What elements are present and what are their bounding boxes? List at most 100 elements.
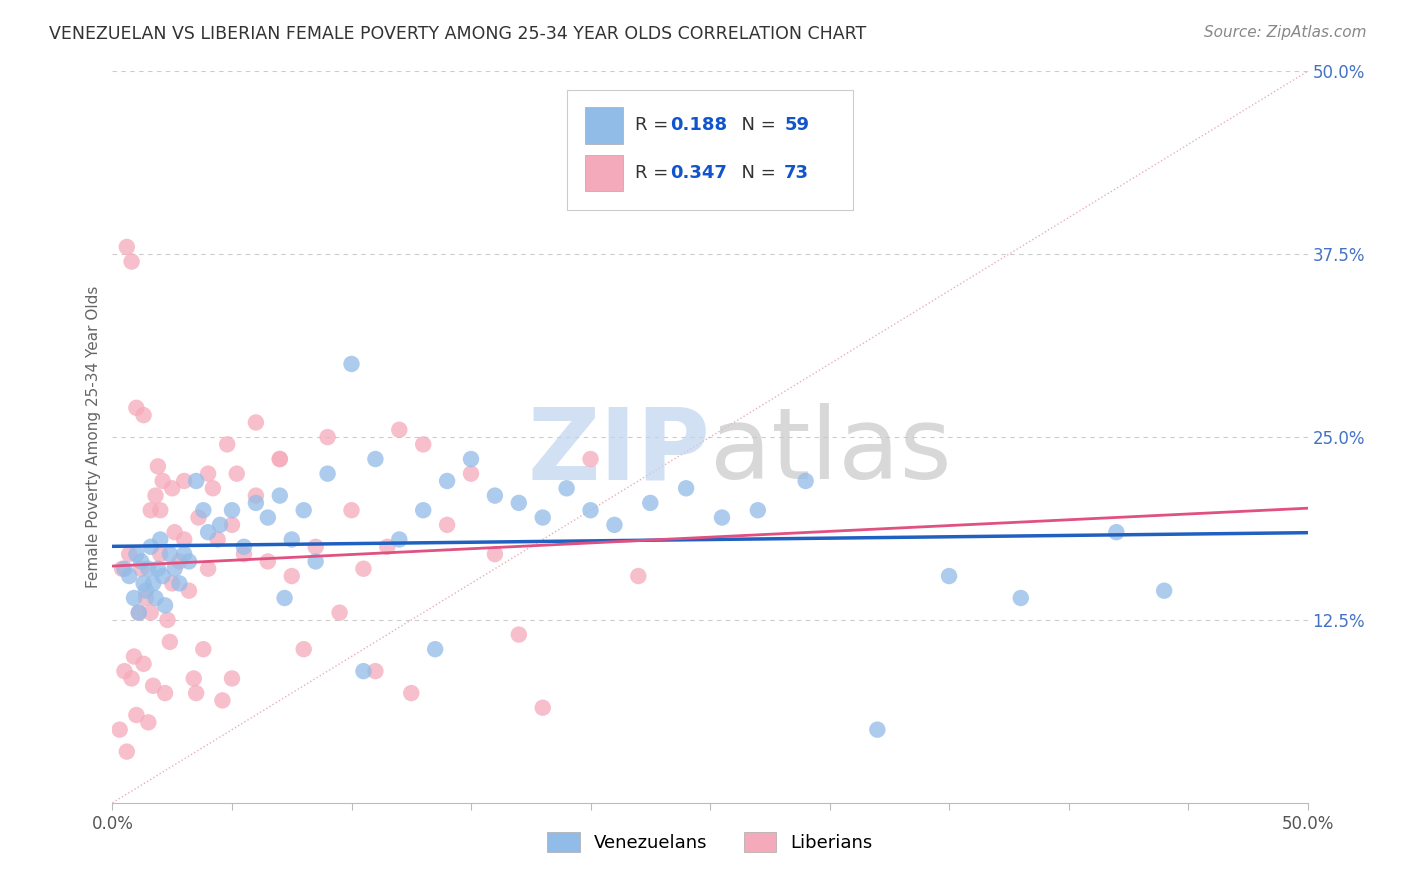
Point — [146, 459, 169, 474]
Point — [108, 723, 131, 737]
Point — [135, 591, 157, 605]
Point — [579, 503, 602, 517]
Point — [221, 503, 243, 517]
Point — [747, 503, 769, 517]
Point — [436, 474, 458, 488]
Point — [245, 489, 267, 503]
Point — [145, 591, 167, 605]
Point — [201, 481, 224, 495]
Text: ZIP: ZIP — [527, 403, 710, 500]
Point — [139, 540, 162, 554]
Point — [152, 569, 174, 583]
Point — [245, 496, 267, 510]
Point — [142, 679, 165, 693]
Text: atlas: atlas — [710, 403, 952, 500]
FancyBboxPatch shape — [567, 90, 853, 211]
Point — [245, 416, 267, 430]
Point — [132, 576, 155, 591]
Point — [209, 517, 232, 532]
Point — [139, 606, 162, 620]
Point — [364, 452, 387, 467]
Point — [460, 467, 482, 481]
Point — [292, 503, 315, 517]
Point — [152, 474, 174, 488]
Point — [128, 606, 150, 620]
Point — [305, 540, 328, 554]
Point — [115, 240, 138, 254]
Point — [153, 599, 176, 613]
Point — [159, 547, 181, 561]
Point — [173, 474, 195, 488]
Point — [128, 606, 150, 620]
Point — [866, 723, 889, 737]
Point — [207, 533, 229, 547]
Point — [233, 547, 256, 561]
Point — [794, 474, 817, 488]
Point — [329, 606, 352, 620]
Point — [121, 254, 143, 268]
Point — [938, 569, 960, 583]
Point — [340, 503, 363, 517]
Legend: Venezuelans, Liberians: Venezuelans, Liberians — [540, 825, 880, 860]
Point — [257, 510, 280, 524]
Text: 59: 59 — [785, 117, 808, 135]
Point — [121, 672, 143, 686]
Point — [555, 481, 578, 495]
Point — [281, 569, 304, 583]
Point — [425, 642, 447, 657]
Point — [484, 547, 506, 561]
Point — [1105, 525, 1128, 540]
Point — [388, 423, 411, 437]
Point — [132, 657, 155, 671]
Point — [118, 569, 141, 583]
Point — [508, 496, 530, 510]
Point — [377, 540, 399, 554]
Point — [579, 452, 602, 467]
Point — [122, 649, 145, 664]
Point — [197, 562, 219, 576]
Bar — [585, 154, 623, 191]
Point — [135, 583, 157, 598]
Point — [257, 554, 280, 568]
Bar — [585, 107, 623, 144]
Point — [197, 525, 219, 540]
Point — [531, 700, 554, 714]
Point — [145, 489, 167, 503]
Point — [146, 562, 169, 576]
Text: 0.188: 0.188 — [671, 117, 728, 135]
Point — [675, 481, 697, 495]
Text: 73: 73 — [785, 164, 808, 182]
Point — [132, 408, 155, 422]
Point — [177, 583, 200, 598]
Point — [111, 562, 134, 576]
Point — [269, 489, 291, 503]
Point — [138, 715, 160, 730]
Text: VENEZUELAN VS LIBERIAN FEMALE POVERTY AMONG 25-34 YEAR OLDS CORRELATION CHART: VENEZUELAN VS LIBERIAN FEMALE POVERTY AM… — [49, 25, 866, 43]
Text: N =: N = — [730, 117, 782, 135]
Point — [125, 547, 148, 561]
Point — [173, 533, 195, 547]
Point — [153, 686, 176, 700]
Point — [169, 554, 191, 568]
Text: Source: ZipAtlas.com: Source: ZipAtlas.com — [1204, 25, 1367, 40]
Point — [640, 496, 662, 510]
Point — [211, 693, 233, 707]
Point — [531, 510, 554, 524]
Point — [401, 686, 423, 700]
Point — [353, 664, 375, 678]
Point — [114, 664, 135, 678]
Point — [269, 452, 291, 467]
Point — [138, 562, 160, 576]
Text: N =: N = — [730, 164, 782, 182]
Point — [412, 503, 434, 517]
Point — [183, 672, 205, 686]
Point — [177, 554, 200, 568]
Point — [149, 547, 172, 561]
Point — [1010, 591, 1032, 605]
Point — [163, 525, 186, 540]
Point — [233, 540, 256, 554]
Point — [217, 437, 239, 451]
Point — [1153, 583, 1175, 598]
Point — [159, 635, 181, 649]
Point — [156, 613, 179, 627]
